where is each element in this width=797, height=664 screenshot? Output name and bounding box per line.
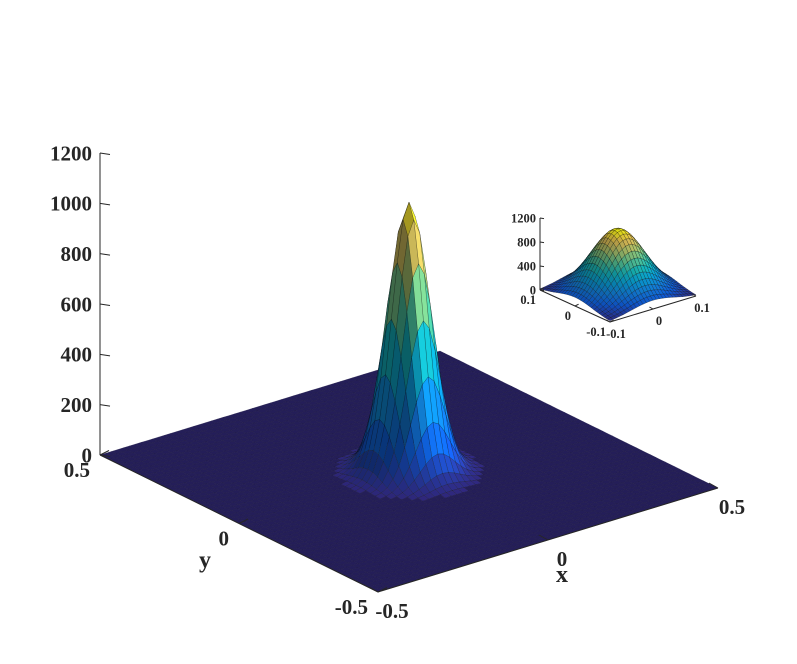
inset-surface-mesh (539, 227, 697, 321)
y-tick-label: 0.1 (520, 293, 536, 307)
z-tick (99, 353, 111, 357)
z-tick-label: 1000 (50, 192, 92, 216)
y-tick-label: 0.5 (64, 458, 90, 482)
y-tick-label: -0.1 (586, 325, 606, 339)
z-tick-label: 400 (517, 259, 536, 273)
z-tick-label: 800 (517, 235, 536, 249)
z-tick-label: 1200 (50, 141, 92, 165)
z-tick (539, 217, 545, 220)
z-tick-label: 800 (61, 242, 93, 266)
y-tick-label: -0.5 (335, 595, 368, 619)
z-tick-label: 200 (61, 393, 93, 417)
x-tick-label: 0 (656, 314, 662, 328)
z-tick (99, 404, 111, 407)
z-tick-label: 400 (61, 343, 93, 367)
y-tick (574, 303, 579, 307)
z-tick (99, 202, 111, 206)
main-surface-mesh (99, 201, 719, 593)
x-tick-label: 0.5 (719, 495, 745, 519)
z-tick (99, 253, 111, 256)
x-tick-label: -0.1 (606, 327, 626, 341)
z-tick (99, 303, 111, 306)
x-tick (649, 306, 654, 310)
z-tick (99, 152, 111, 155)
z-tick-label: 1200 (511, 211, 536, 225)
y-tick-label: 0 (565, 309, 571, 323)
y-tick-label: 0 (219, 527, 230, 551)
z-tick-label: 600 (61, 292, 93, 316)
main-surface-plot: 0 200 400 600 800 1000 1200 -0.5 0 0.5 -0.5 0 0.5 x y (50, 141, 745, 623)
x-axis-label: x (556, 562, 568, 588)
z-tick (539, 241, 545, 244)
z-tick (539, 265, 545, 268)
y-axis-label: y (199, 548, 211, 574)
x-tick-label: -0.5 (375, 599, 408, 623)
x-tick-label: 0.1 (694, 301, 710, 315)
